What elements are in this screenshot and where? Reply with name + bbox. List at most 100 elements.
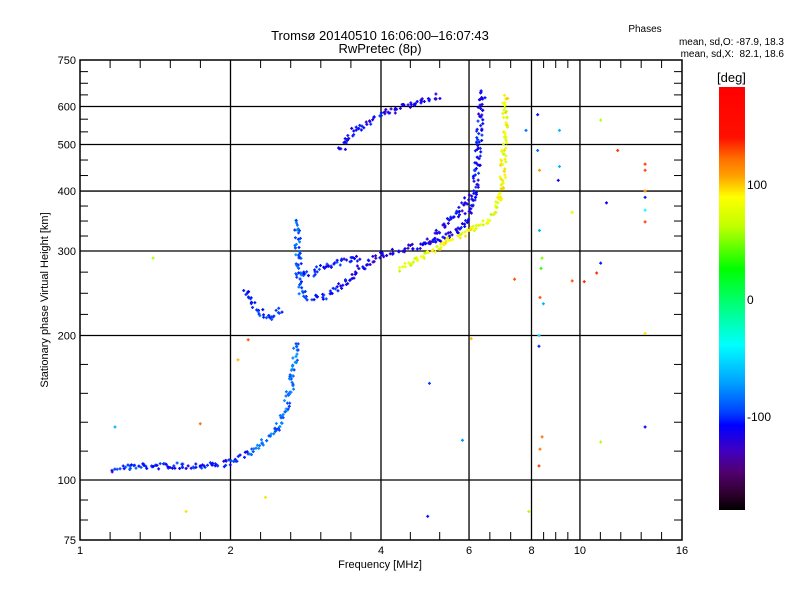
- data-point: [298, 240, 302, 244]
- x-tick-label: 10: [574, 545, 586, 557]
- data-point: [312, 298, 316, 302]
- data-point: [374, 254, 378, 258]
- data-point: [476, 143, 480, 147]
- data-point: [502, 152, 506, 156]
- data-point: [251, 305, 255, 309]
- data-point: [343, 147, 347, 151]
- data-point: [456, 226, 460, 230]
- x-tick-label: 2: [227, 545, 233, 557]
- data-point: [299, 280, 303, 284]
- data-point: [224, 463, 228, 467]
- data-point: [206, 463, 210, 467]
- data-point: [297, 246, 301, 250]
- data-point: [480, 113, 484, 117]
- data-point: [472, 179, 476, 183]
- data-point: [326, 264, 330, 268]
- data-point: [595, 271, 599, 275]
- data-point: [249, 302, 253, 306]
- data-point: [477, 140, 481, 144]
- data-point: [437, 230, 441, 234]
- data-point: [121, 464, 125, 468]
- data-point: [537, 344, 541, 348]
- data-point: [411, 247, 415, 251]
- data-point: [305, 298, 309, 302]
- data-point: [339, 259, 343, 263]
- y-tick-label: 300: [58, 246, 76, 258]
- y-tick-label: 100: [58, 475, 76, 487]
- data-point: [363, 267, 367, 271]
- data-point: [475, 155, 479, 159]
- data-point: [503, 103, 507, 107]
- data-point: [451, 238, 455, 242]
- data-point: [290, 380, 294, 384]
- y-tick-label: 200: [58, 331, 76, 343]
- data-point: [301, 291, 305, 295]
- data-point: [504, 111, 508, 115]
- data-point: [538, 296, 542, 300]
- data-point: [284, 394, 288, 398]
- data-point: [422, 99, 426, 103]
- data-point: [329, 264, 333, 268]
- data-point: [244, 293, 248, 297]
- data-point: [442, 222, 446, 226]
- data-point: [339, 284, 343, 288]
- data-point: [118, 467, 122, 471]
- data-point: [419, 101, 423, 105]
- data-point: [410, 262, 414, 266]
- data-point: [503, 131, 507, 135]
- data-point: [173, 466, 177, 470]
- data-point: [477, 112, 481, 116]
- data-point: [504, 146, 508, 150]
- data-point: [390, 252, 394, 256]
- data-point: [443, 236, 447, 240]
- data-point: [306, 274, 310, 278]
- data-point: [265, 439, 269, 443]
- data-point: [471, 204, 475, 208]
- data-point: [442, 243, 446, 247]
- data-point: [295, 263, 299, 267]
- data-point: [468, 210, 472, 214]
- data-point: [473, 195, 477, 199]
- data-point: [483, 96, 487, 100]
- data-point: [184, 509, 188, 513]
- data-point: [227, 458, 231, 462]
- data-point: [295, 273, 299, 277]
- data-point: [302, 270, 306, 274]
- data-point: [448, 230, 452, 234]
- data-point: [249, 453, 253, 457]
- data-point: [322, 293, 326, 297]
- data-point: [398, 106, 402, 110]
- data-point: [289, 390, 293, 394]
- data-point: [288, 401, 292, 405]
- data-point: [338, 263, 342, 267]
- data-point: [395, 107, 399, 111]
- x-tick-label: 4: [378, 545, 384, 557]
- data-point: [477, 163, 481, 167]
- data-point: [254, 446, 258, 450]
- data-point: [477, 157, 481, 161]
- data-point: [253, 301, 257, 305]
- data-point: [582, 280, 586, 284]
- data-point: [251, 450, 255, 454]
- data-point: [354, 125, 358, 129]
- data-point: [427, 381, 431, 385]
- x-axis-label: Frequency [MHz]: [338, 559, 422, 571]
- data-point: [315, 295, 319, 299]
- data-point: [298, 277, 302, 281]
- data-point: [433, 250, 437, 254]
- data-point: [446, 221, 450, 225]
- data-point: [503, 157, 507, 161]
- data-point: [506, 97, 510, 101]
- data-point: [292, 346, 296, 350]
- data-point: [472, 168, 476, 172]
- data-point: [457, 209, 461, 213]
- data-point: [536, 113, 540, 117]
- data-point: [352, 133, 356, 137]
- data-point: [503, 173, 507, 177]
- data-point: [390, 247, 394, 251]
- data-point: [456, 215, 460, 219]
- data-point: [151, 256, 155, 260]
- data-point: [505, 115, 509, 119]
- data-point: [439, 242, 443, 246]
